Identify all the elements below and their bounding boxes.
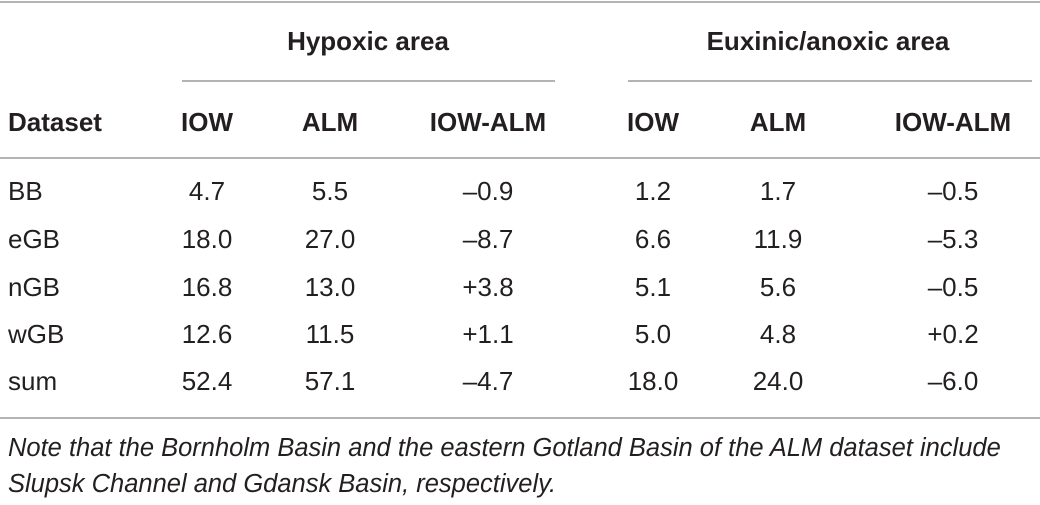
cell: 57.1 — [305, 366, 356, 396]
group-header: Hypoxic area — [287, 26, 449, 56]
cell: –8.7 — [463, 224, 514, 254]
cell: 16.8 — [182, 272, 233, 302]
cell: 5.5 — [312, 176, 348, 206]
cell: 11.5 — [306, 319, 355, 349]
column-header: Dataset — [8, 107, 102, 137]
cell: 5.0 — [635, 319, 671, 349]
column-header: IOW — [181, 107, 233, 137]
row-label: nGB — [8, 272, 60, 302]
group-header: Euxinic/anoxic area — [707, 26, 950, 56]
cell: –4.7 — [463, 366, 514, 396]
column-header: ALM — [302, 107, 358, 137]
cell: 24.0 — [753, 366, 804, 396]
cell: 12.6 — [182, 319, 233, 349]
column-header: IOW — [627, 107, 679, 137]
cell: –6.0 — [928, 366, 979, 396]
table-note: Note that the Bornholm Basin and the eas… — [8, 434, 1001, 498]
column-header: IOW-ALM — [895, 107, 1011, 137]
cell: 52.4 — [182, 366, 233, 396]
row-label: wGB — [7, 319, 64, 349]
cell: +3.8 — [462, 272, 513, 302]
cell: 5.1 — [635, 272, 671, 302]
row-label: eGB — [8, 224, 60, 254]
row-label: sum — [8, 366, 57, 396]
cell: –0.9 — [463, 176, 514, 206]
cell: 4.8 — [760, 319, 796, 349]
cell: 6.6 — [635, 224, 671, 254]
cell: 4.7 — [189, 176, 225, 206]
cell: 13.0 — [305, 272, 356, 302]
cell: +1.1 — [462, 319, 513, 349]
cell: 1.7 — [760, 176, 796, 206]
cell: –0.5 — [928, 272, 979, 302]
cell: +0.2 — [927, 319, 978, 349]
column-header: IOW-ALM — [430, 107, 546, 137]
cell: 18.0 — [182, 224, 233, 254]
cell: 5.6 — [760, 272, 796, 302]
column-header: ALM — [750, 107, 806, 137]
cell: –5.3 — [928, 224, 979, 254]
cell: 18.0 — [628, 366, 679, 396]
cell: –0.5 — [928, 176, 979, 206]
cell: 11.9 — [754, 224, 803, 254]
cell: 27.0 — [305, 224, 356, 254]
cell: 1.2 — [635, 176, 671, 206]
row-label: BB — [8, 176, 43, 206]
